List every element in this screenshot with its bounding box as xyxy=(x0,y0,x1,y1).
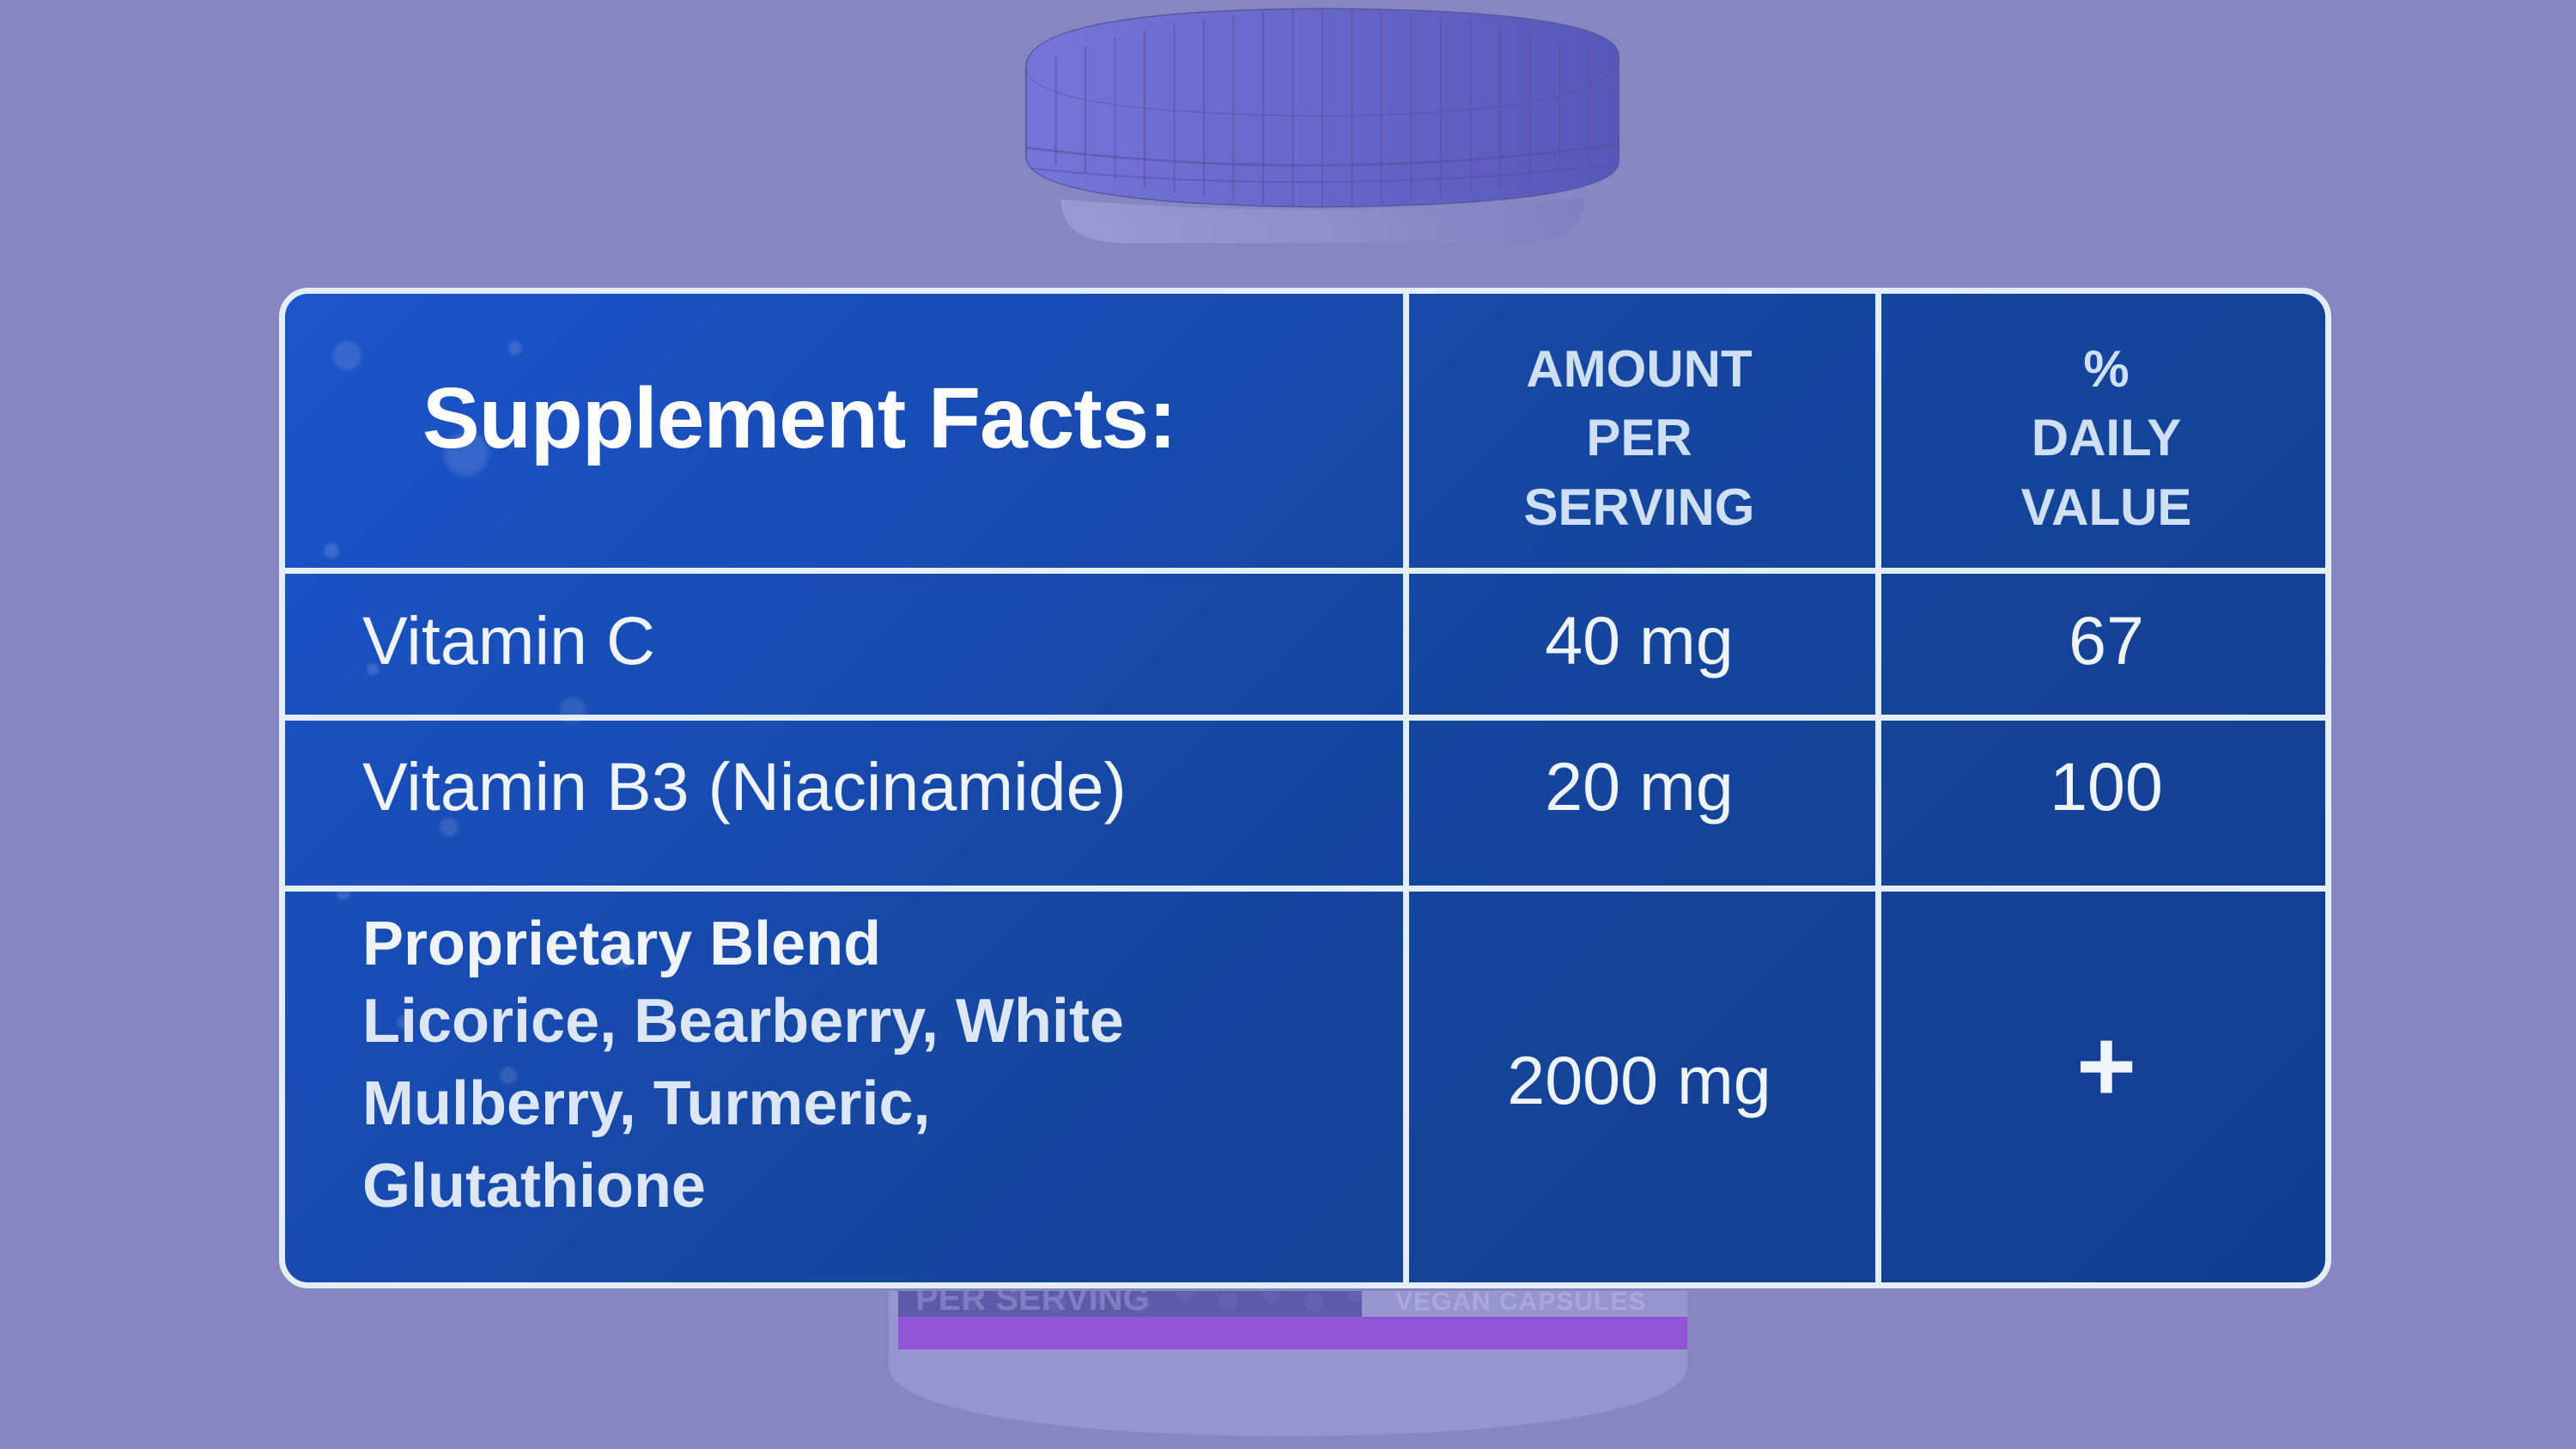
svg-text:VEGAN CAPSULES: VEGAN CAPSULES xyxy=(1395,1288,1646,1316)
